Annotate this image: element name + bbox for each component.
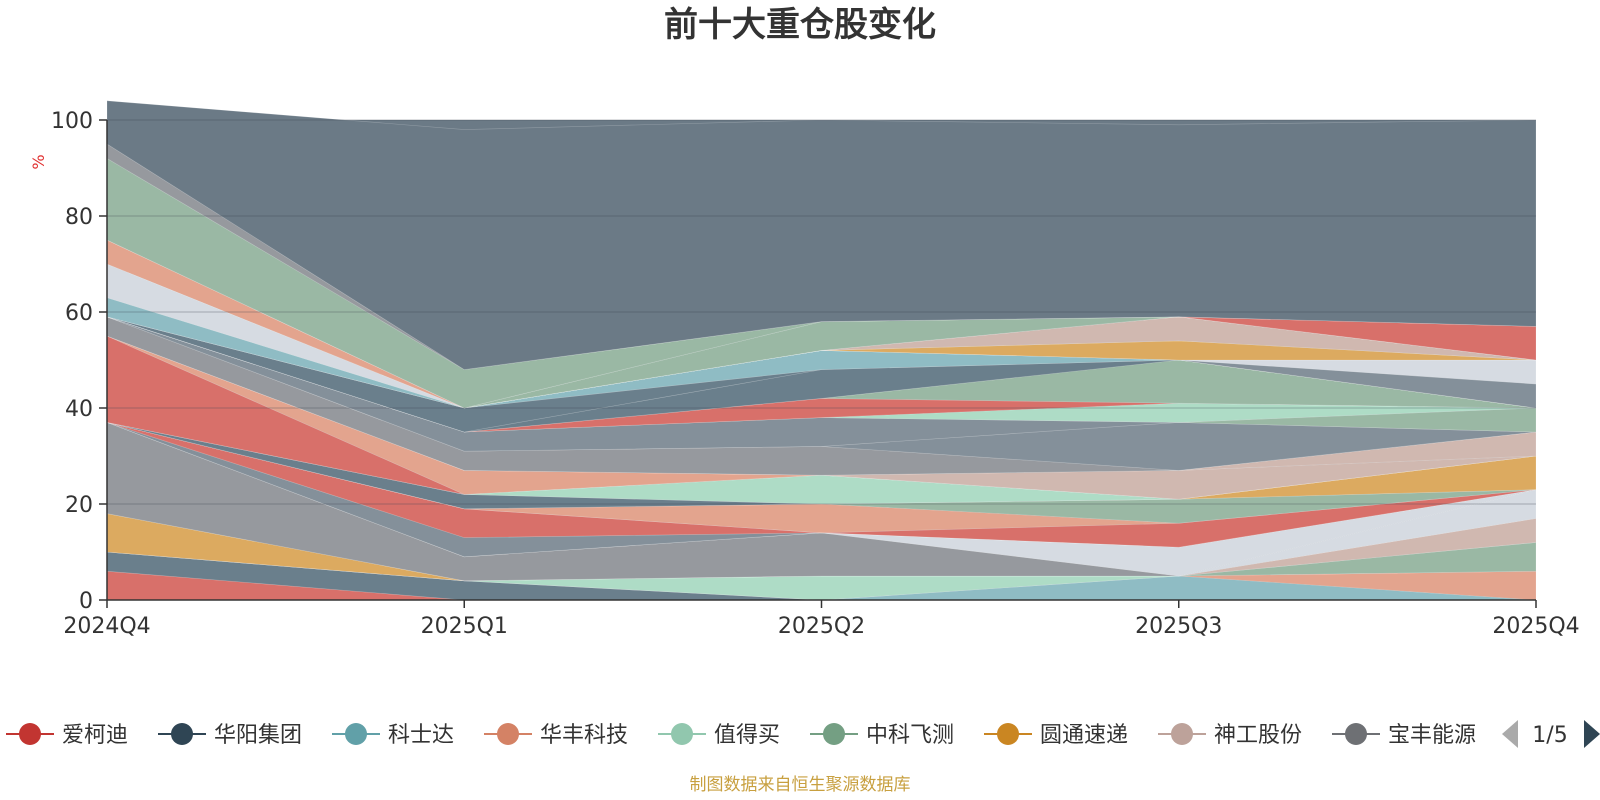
y-tick-label: 40	[65, 397, 93, 422]
axes: 0 20 40 60 80 100 2024Q4 2025Q1 2025Q2 2025Q3 2025…	[51, 109, 1580, 639]
legend-label: 值得买	[714, 723, 780, 748]
legend-marker-icon	[19, 723, 41, 745]
x-tick-label: 2025Q1	[421, 614, 508, 639]
legend-marker-icon	[1171, 723, 1193, 745]
legend-marker-icon	[671, 723, 693, 745]
legend-label: 宝丰能源	[1388, 723, 1476, 748]
x-tick-label: 2025Q4	[1492, 614, 1579, 639]
x-tick-label: 2025Q3	[1135, 614, 1222, 639]
legend: 爱柯迪 华阳集团 科士达 华丰科技 值得买 中科飞测 圆通速递 神工股份 宝丰能源 1/5	[6, 720, 1600, 748]
area-series-45	[106, 100, 1537, 370]
area-series-44	[106, 143, 1537, 370]
legend-marker-icon	[997, 723, 1019, 745]
legend-label: 华丰科技	[540, 723, 628, 748]
legend-item[interactable]: 华丰科技	[484, 723, 628, 748]
y-axis-unit: %	[29, 154, 48, 169]
legend-label: 华阳集团	[214, 723, 302, 748]
legend-prev-arrow-icon[interactable]	[1502, 720, 1518, 748]
legend-marker-icon	[1345, 723, 1367, 745]
y-tick-label: 60	[65, 301, 93, 326]
legend-item[interactable]: 值得买	[658, 723, 780, 748]
legend-item[interactable]: 爱柯迪	[6, 723, 128, 748]
legend-item[interactable]: 圆通速递	[984, 723, 1128, 748]
legend-item[interactable]: 宝丰能源	[1332, 723, 1476, 748]
area-series-34	[106, 316, 1537, 409]
legend-item[interactable]: 中科飞测	[810, 723, 954, 748]
chart-title: 前十大重仓股变化	[664, 5, 936, 45]
legend-label: 中科飞测	[866, 723, 954, 748]
y-tick-label: 0	[79, 589, 93, 614]
area-series-6	[106, 542, 1537, 582]
legend-marker-icon	[823, 723, 845, 745]
legend-marker-icon	[497, 723, 519, 745]
legend-label: 圆通速递	[1040, 723, 1128, 748]
legend-item[interactable]: 科士达	[332, 723, 454, 748]
area-series-4	[106, 551, 1537, 601]
area-series-18	[106, 422, 1537, 505]
area-series-43	[106, 157, 1537, 409]
legend-marker-icon	[345, 723, 367, 745]
legend-label: 爱柯迪	[62, 723, 128, 748]
legend-marker-icon	[171, 723, 193, 745]
legend-label: 神工股份	[1214, 723, 1302, 748]
data-source-note: 制图数据来自恒生聚源数据库	[690, 775, 911, 795]
area-series-8	[106, 513, 1537, 582]
grid-lines	[107, 119, 1536, 505]
y-tick-label: 80	[65, 205, 93, 230]
legend-next-arrow-icon[interactable]	[1584, 720, 1600, 748]
legend-page-indicator: 1/5	[1532, 723, 1567, 748]
x-tick-label: 2025Q2	[778, 614, 865, 639]
x-tick-label: 2024Q4	[63, 614, 150, 639]
area-series	[106, 100, 1537, 601]
area-series-35	[106, 316, 1537, 409]
y-tick-label: 100	[51, 109, 93, 134]
legend-item[interactable]: 华阳集团	[158, 723, 302, 748]
y-tick-label: 20	[65, 493, 93, 518]
legend-item[interactable]: 神工股份	[1158, 723, 1302, 748]
area-series-10	[106, 422, 1537, 577]
legend-label: 科士达	[388, 723, 454, 748]
